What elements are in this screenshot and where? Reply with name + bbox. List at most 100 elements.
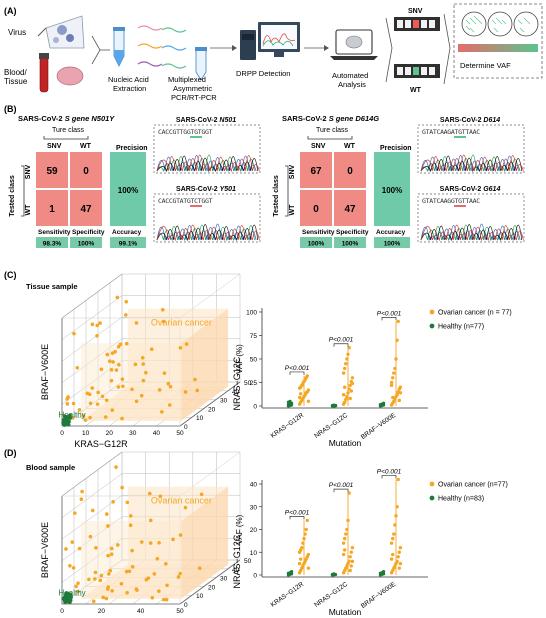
trace-peaks bbox=[156, 154, 260, 173]
ovarian-point bbox=[299, 392, 303, 396]
ovarian-point bbox=[68, 564, 72, 568]
ovarian-point bbox=[197, 566, 202, 570]
panel-label-a: (A) bbox=[4, 6, 17, 16]
pcr-tube-icon bbox=[195, 47, 207, 81]
trace-title-italic: N501 bbox=[219, 117, 236, 124]
ovarian-point bbox=[103, 415, 108, 419]
trace-title-prefix: SARS-CoV-2 bbox=[440, 186, 484, 193]
ovarian-point bbox=[130, 548, 134, 553]
ovarian-point bbox=[124, 569, 129, 574]
cm-title-italic: S gene D614G bbox=[329, 114, 380, 123]
ovarian-point bbox=[166, 381, 171, 386]
y-tick-label: 50 bbox=[244, 558, 252, 565]
trace-title: SARS-CoV-2 D614 bbox=[440, 117, 500, 124]
p-value-label: P<0.001 bbox=[377, 468, 402, 475]
cm-cell bbox=[334, 190, 366, 226]
ovarian-point bbox=[110, 351, 115, 355]
specificity-label: Specificity bbox=[72, 229, 105, 236]
ovarian-point bbox=[305, 518, 309, 523]
ovarian-point bbox=[395, 559, 399, 564]
y-tick-label: 0 bbox=[253, 404, 257, 411]
tested-class-label: Tested class bbox=[273, 175, 280, 217]
ovarian-cancer-label: Ovarian cancer bbox=[151, 496, 212, 506]
x-tick-label: 0 bbox=[60, 608, 64, 615]
brace-icon bbox=[91, 35, 101, 65]
ovarian-point bbox=[344, 397, 348, 402]
ovarian-point bbox=[394, 514, 398, 518]
ovarian-point bbox=[141, 362, 145, 366]
ovarian-point bbox=[348, 396, 352, 401]
ovarian-point bbox=[104, 398, 109, 403]
ovarian-point bbox=[392, 532, 396, 536]
y-tick-label: 30 bbox=[220, 398, 228, 405]
ovarian-point bbox=[158, 494, 163, 499]
y-tick-label: 40 bbox=[250, 482, 258, 489]
confusion-matrix-right: SARS-CoV-2 S gene D614G Ture class SNV WT Pr… bbox=[273, 114, 525, 248]
true-class-bracket bbox=[43, 136, 89, 140]
precision-label: Precision bbox=[116, 145, 148, 152]
ovarian-point bbox=[350, 546, 355, 550]
ovarian-point bbox=[94, 546, 98, 550]
ovarian-point bbox=[306, 388, 311, 392]
side-grid-line bbox=[61, 360, 123, 405]
ovarian-point bbox=[121, 384, 125, 389]
ovarian-point bbox=[391, 376, 395, 380]
ovarian-point bbox=[343, 400, 347, 404]
ovarian-point bbox=[76, 589, 80, 594]
healthy-label: Healthy bbox=[59, 588, 86, 597]
ovarian-point bbox=[64, 547, 68, 551]
col-wt-label: WT bbox=[344, 143, 356, 150]
ovarian-point bbox=[396, 477, 400, 482]
ovarian-point bbox=[125, 500, 130, 505]
ovarian-point bbox=[141, 378, 146, 383]
automated-label-2: Analysis bbox=[338, 80, 366, 89]
legend-ovarian-label: Ovarian cancer (n=77) bbox=[438, 482, 508, 489]
x-tick-label: BRAF−V600E bbox=[360, 412, 398, 441]
ovarian-point bbox=[124, 299, 129, 304]
ovarian-point bbox=[108, 568, 113, 573]
ovarian-point bbox=[343, 366, 347, 371]
cm-cell-value: 59 bbox=[46, 166, 58, 177]
cm-cell bbox=[36, 152, 68, 188]
ovarian-point bbox=[106, 524, 110, 528]
ovarian-point bbox=[299, 557, 303, 561]
ovarian-point bbox=[88, 415, 92, 420]
x-tick-label: 50 bbox=[176, 430, 184, 437]
scatter3d-blood: Ovarian cancerHealthy020405001020304050K… bbox=[40, 451, 252, 618]
ovarian-point bbox=[109, 552, 114, 557]
ovarian-point bbox=[164, 597, 169, 602]
ovarian-point bbox=[98, 578, 103, 583]
ovarian-point bbox=[344, 362, 348, 366]
precision-cell bbox=[374, 152, 410, 226]
ovarian-point bbox=[150, 595, 155, 600]
ovarian-point bbox=[95, 323, 100, 328]
ovarian-point bbox=[305, 374, 309, 378]
trace-title-italic: Y501 bbox=[220, 186, 236, 193]
row-wt-label: WT bbox=[25, 204, 32, 216]
ovarian-point bbox=[96, 390, 100, 395]
ovarian-point bbox=[114, 368, 119, 372]
ovarian-point bbox=[345, 357, 349, 361]
y-tick-label: 25 bbox=[250, 380, 258, 387]
precision-label: Precision bbox=[380, 145, 412, 152]
ovarian-point bbox=[91, 599, 96, 604]
ovarian-point bbox=[127, 569, 132, 574]
x-tick-label: KRAS−G12R bbox=[270, 581, 306, 609]
true-class-bracket bbox=[307, 136, 353, 140]
y-tick-label: 100 bbox=[246, 310, 257, 317]
box-edge bbox=[61, 451, 123, 497]
ovarian-point bbox=[393, 366, 397, 371]
col-snv-label: SNV bbox=[311, 143, 326, 150]
ovarian-point bbox=[157, 541, 161, 545]
significance-bracket bbox=[381, 475, 397, 479]
ovarian-point bbox=[116, 385, 121, 389]
ovarian-point bbox=[107, 572, 111, 576]
vaf-box bbox=[453, 3, 543, 79]
ovarian-point bbox=[302, 536, 306, 541]
trace-highlight bbox=[454, 205, 466, 207]
ovarian-point bbox=[303, 532, 307, 536]
ovarian-point bbox=[149, 347, 154, 352]
ovarian-point bbox=[99, 573, 104, 578]
x-tick-label: 0 bbox=[60, 430, 64, 437]
